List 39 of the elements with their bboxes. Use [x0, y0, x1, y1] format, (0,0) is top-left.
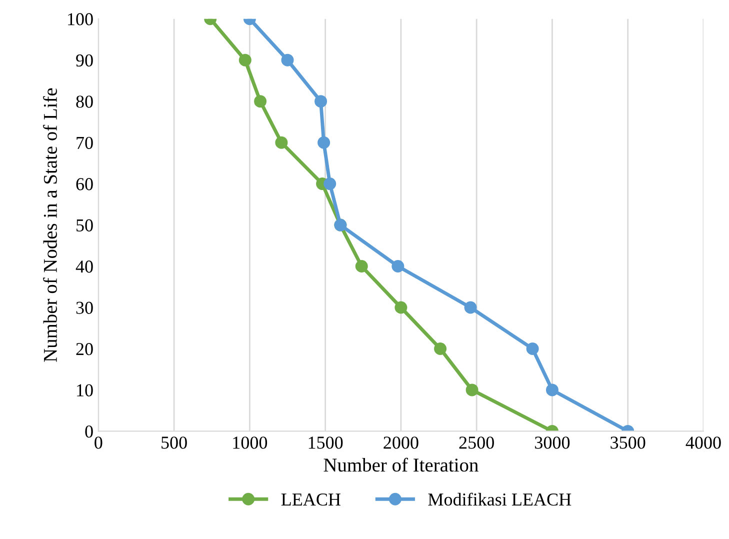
- point: [318, 136, 330, 149]
- x-tick-label: 1000: [233, 436, 268, 449]
- point: [526, 342, 539, 355]
- y-tick-label: 100: [68, 13, 93, 26]
- y-tick-label: 80: [76, 96, 93, 108]
- y-tick-label: 30: [76, 302, 93, 314]
- x-axis-title: Number of Iteration: [324, 458, 478, 472]
- x-tick-label: 2500: [459, 436, 494, 449]
- x-tick-label: 2000: [384, 436, 418, 449]
- y-tick-label: 20: [76, 342, 93, 356]
- point: [434, 342, 447, 355]
- legend-label: Modifikasi LEACH: [428, 492, 572, 506]
- x-tick-label: 4000: [686, 436, 721, 449]
- point: [281, 54, 294, 66]
- y-tick-label: 40: [76, 260, 93, 273]
- point: [466, 384, 478, 396]
- y-tick-label: 10: [77, 384, 93, 396]
- point: [355, 260, 368, 273]
- point: [238, 54, 252, 66]
- point: [464, 301, 477, 314]
- x-tick-label: 500: [162, 436, 187, 449]
- point: [254, 95, 267, 108]
- y-tick-label: 70: [76, 136, 93, 150]
- y-tick-label: 90: [76, 54, 93, 67]
- point: [324, 178, 336, 190]
- y-axis-title: Number of Nodes in a State of Life: [43, 88, 57, 362]
- legend-label: LEACH: [281, 493, 340, 506]
- point: [314, 95, 328, 108]
- point: [392, 260, 404, 273]
- y-tick-label: 50: [76, 219, 93, 232]
- x-tick-label: 1500: [308, 436, 343, 449]
- y-tick-label: 0: [85, 425, 93, 438]
- point: [275, 136, 288, 149]
- x-tick-label: 3500: [610, 436, 646, 449]
- point: [546, 384, 558, 396]
- point: [394, 301, 408, 314]
- x-tick-label: 0: [94, 436, 102, 449]
- x-tick-label: 3000: [535, 436, 570, 449]
- y-tick-label: 60: [76, 178, 93, 190]
